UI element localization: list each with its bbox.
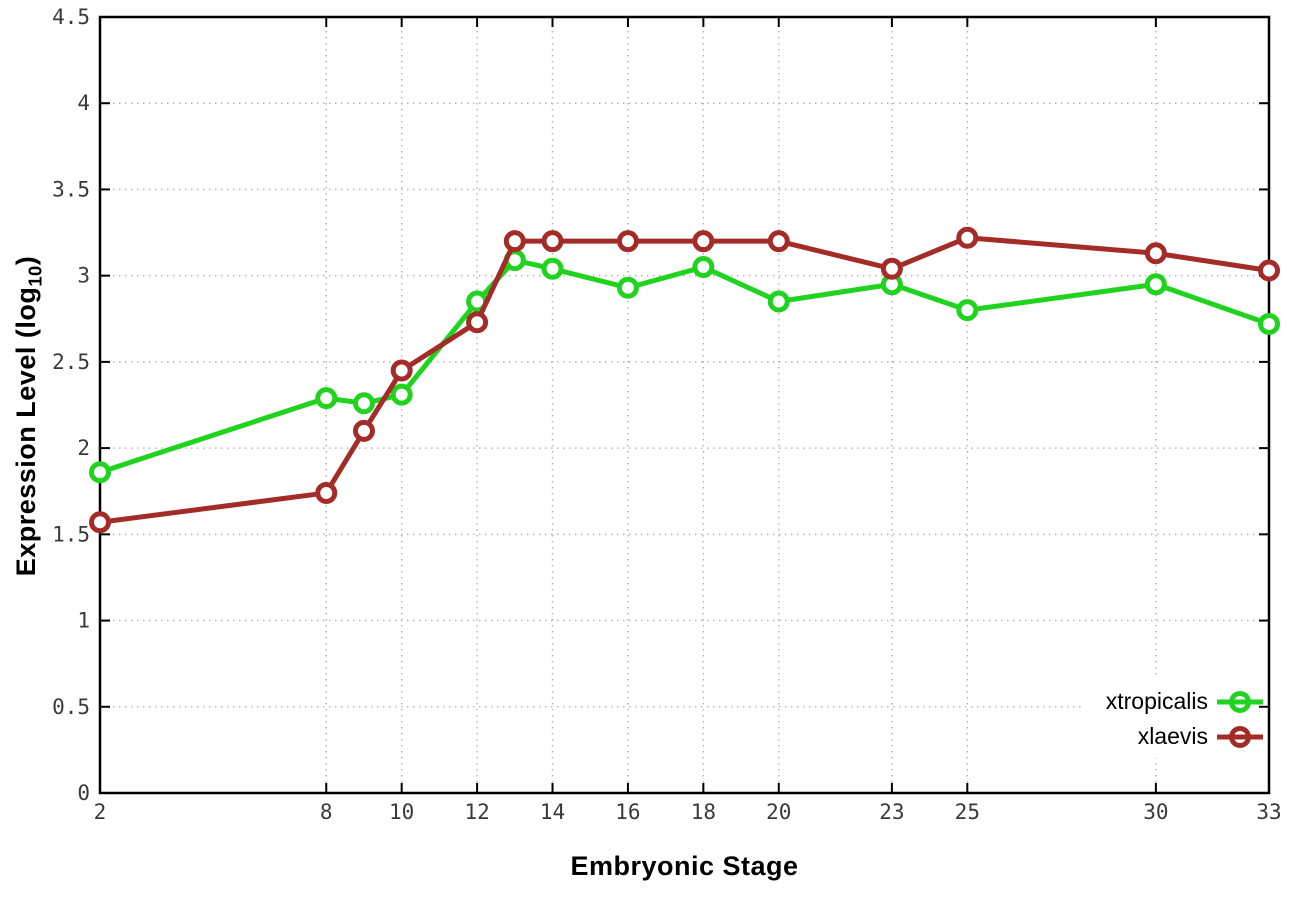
y-tick-label: 4.5: [52, 5, 90, 29]
y-tick-label: 2.5: [52, 350, 90, 374]
legend-label-xlaevis: xlaevis: [1137, 723, 1208, 749]
series-xlaevis-marker: [390, 359, 413, 382]
y-tick-label: 0: [77, 781, 90, 805]
x-tick-label: 10: [389, 800, 414, 824]
series-xlaevis-marker: [1144, 242, 1167, 265]
x-tick-label: 8: [320, 800, 333, 824]
series-xlaevis-line: [97, 235, 1272, 525]
legend-item-xlaevis: xlaevis: [1106, 719, 1266, 754]
plot-border: [98, 15, 1271, 795]
y-axis-title-close: ): [11, 255, 41, 266]
y-axis-title-text: Expression Level (log: [11, 286, 41, 577]
series-xlaevis-marker: [89, 511, 111, 534]
series-xlaevis-marker: [692, 230, 715, 253]
x-tick-label: 2: [94, 800, 107, 824]
series-xtropicalis-marker: [956, 299, 979, 322]
series-xlaevis-marker: [503, 230, 526, 253]
x-tick-label: 16: [615, 800, 640, 824]
series-xtropicalis-marker: [1144, 273, 1167, 296]
legend-sample-marker-xtropicalis: [1217, 690, 1263, 713]
x-tick-label: 20: [766, 800, 791, 824]
x-tick-label: 33: [1256, 800, 1281, 824]
x-tick-label: 23: [879, 800, 904, 824]
series-xtropicalis-marker: [352, 392, 375, 415]
series-xlaevis-marker: [767, 230, 790, 253]
series-xlaevis-marker: [880, 257, 903, 280]
x-tick-label: 30: [1143, 800, 1168, 824]
series-xlaevis-marker: [1258, 259, 1280, 282]
series-xtropicalis-marker: [767, 290, 790, 313]
series-xtropicalis-line: [97, 257, 1272, 475]
legend-item-xtropicalis: xtropicalis: [1106, 684, 1266, 719]
series-xlaevis-marker: [466, 311, 489, 334]
y-tick-label: 2: [77, 436, 90, 460]
series-xlaevis-marker: [616, 230, 639, 253]
series-xlaevis-marker: [541, 230, 564, 253]
series-xlaevis-marker: [315, 481, 338, 504]
y-axis-title-subscript: 10: [24, 265, 46, 287]
x-tick-label: 25: [955, 800, 980, 824]
series-xlaevis-marker: [352, 419, 375, 442]
series-xtropicalis-marker: [692, 256, 715, 279]
y-tick-label: 0.5: [52, 695, 90, 719]
y-tick-label: 3.5: [52, 177, 90, 201]
x-tick-label: 14: [540, 800, 565, 824]
series-xlaevis-marker: [956, 226, 979, 249]
legend-label-xtropicalis: xtropicalis: [1105, 688, 1208, 714]
series-xtropicalis-marker: [1258, 312, 1280, 335]
y-axis-title: Expression Level (log10): [7, 156, 45, 676]
series-xtropicalis-marker: [390, 383, 413, 406]
series-xtropicalis-marker: [616, 276, 639, 299]
series-xtropicalis-marker: [315, 387, 338, 410]
y-tick-label: 1.5: [52, 522, 90, 546]
x-tick-label: 12: [464, 800, 489, 824]
y-tick-label: 1: [77, 609, 90, 633]
x-tick-label: 18: [691, 800, 716, 824]
y-tick-label: 3: [77, 264, 90, 288]
x-axis-title: Embryonic Stage: [570, 851, 799, 881]
series-xtropicalis-marker: [541, 257, 564, 280]
legend: xtropicalis xlaevis: [1106, 684, 1266, 754]
legend-sample-marker-xlaevis: [1217, 725, 1263, 748]
y-tick-label: 4: [77, 91, 90, 115]
series-xtropicalis-marker: [89, 461, 111, 484]
